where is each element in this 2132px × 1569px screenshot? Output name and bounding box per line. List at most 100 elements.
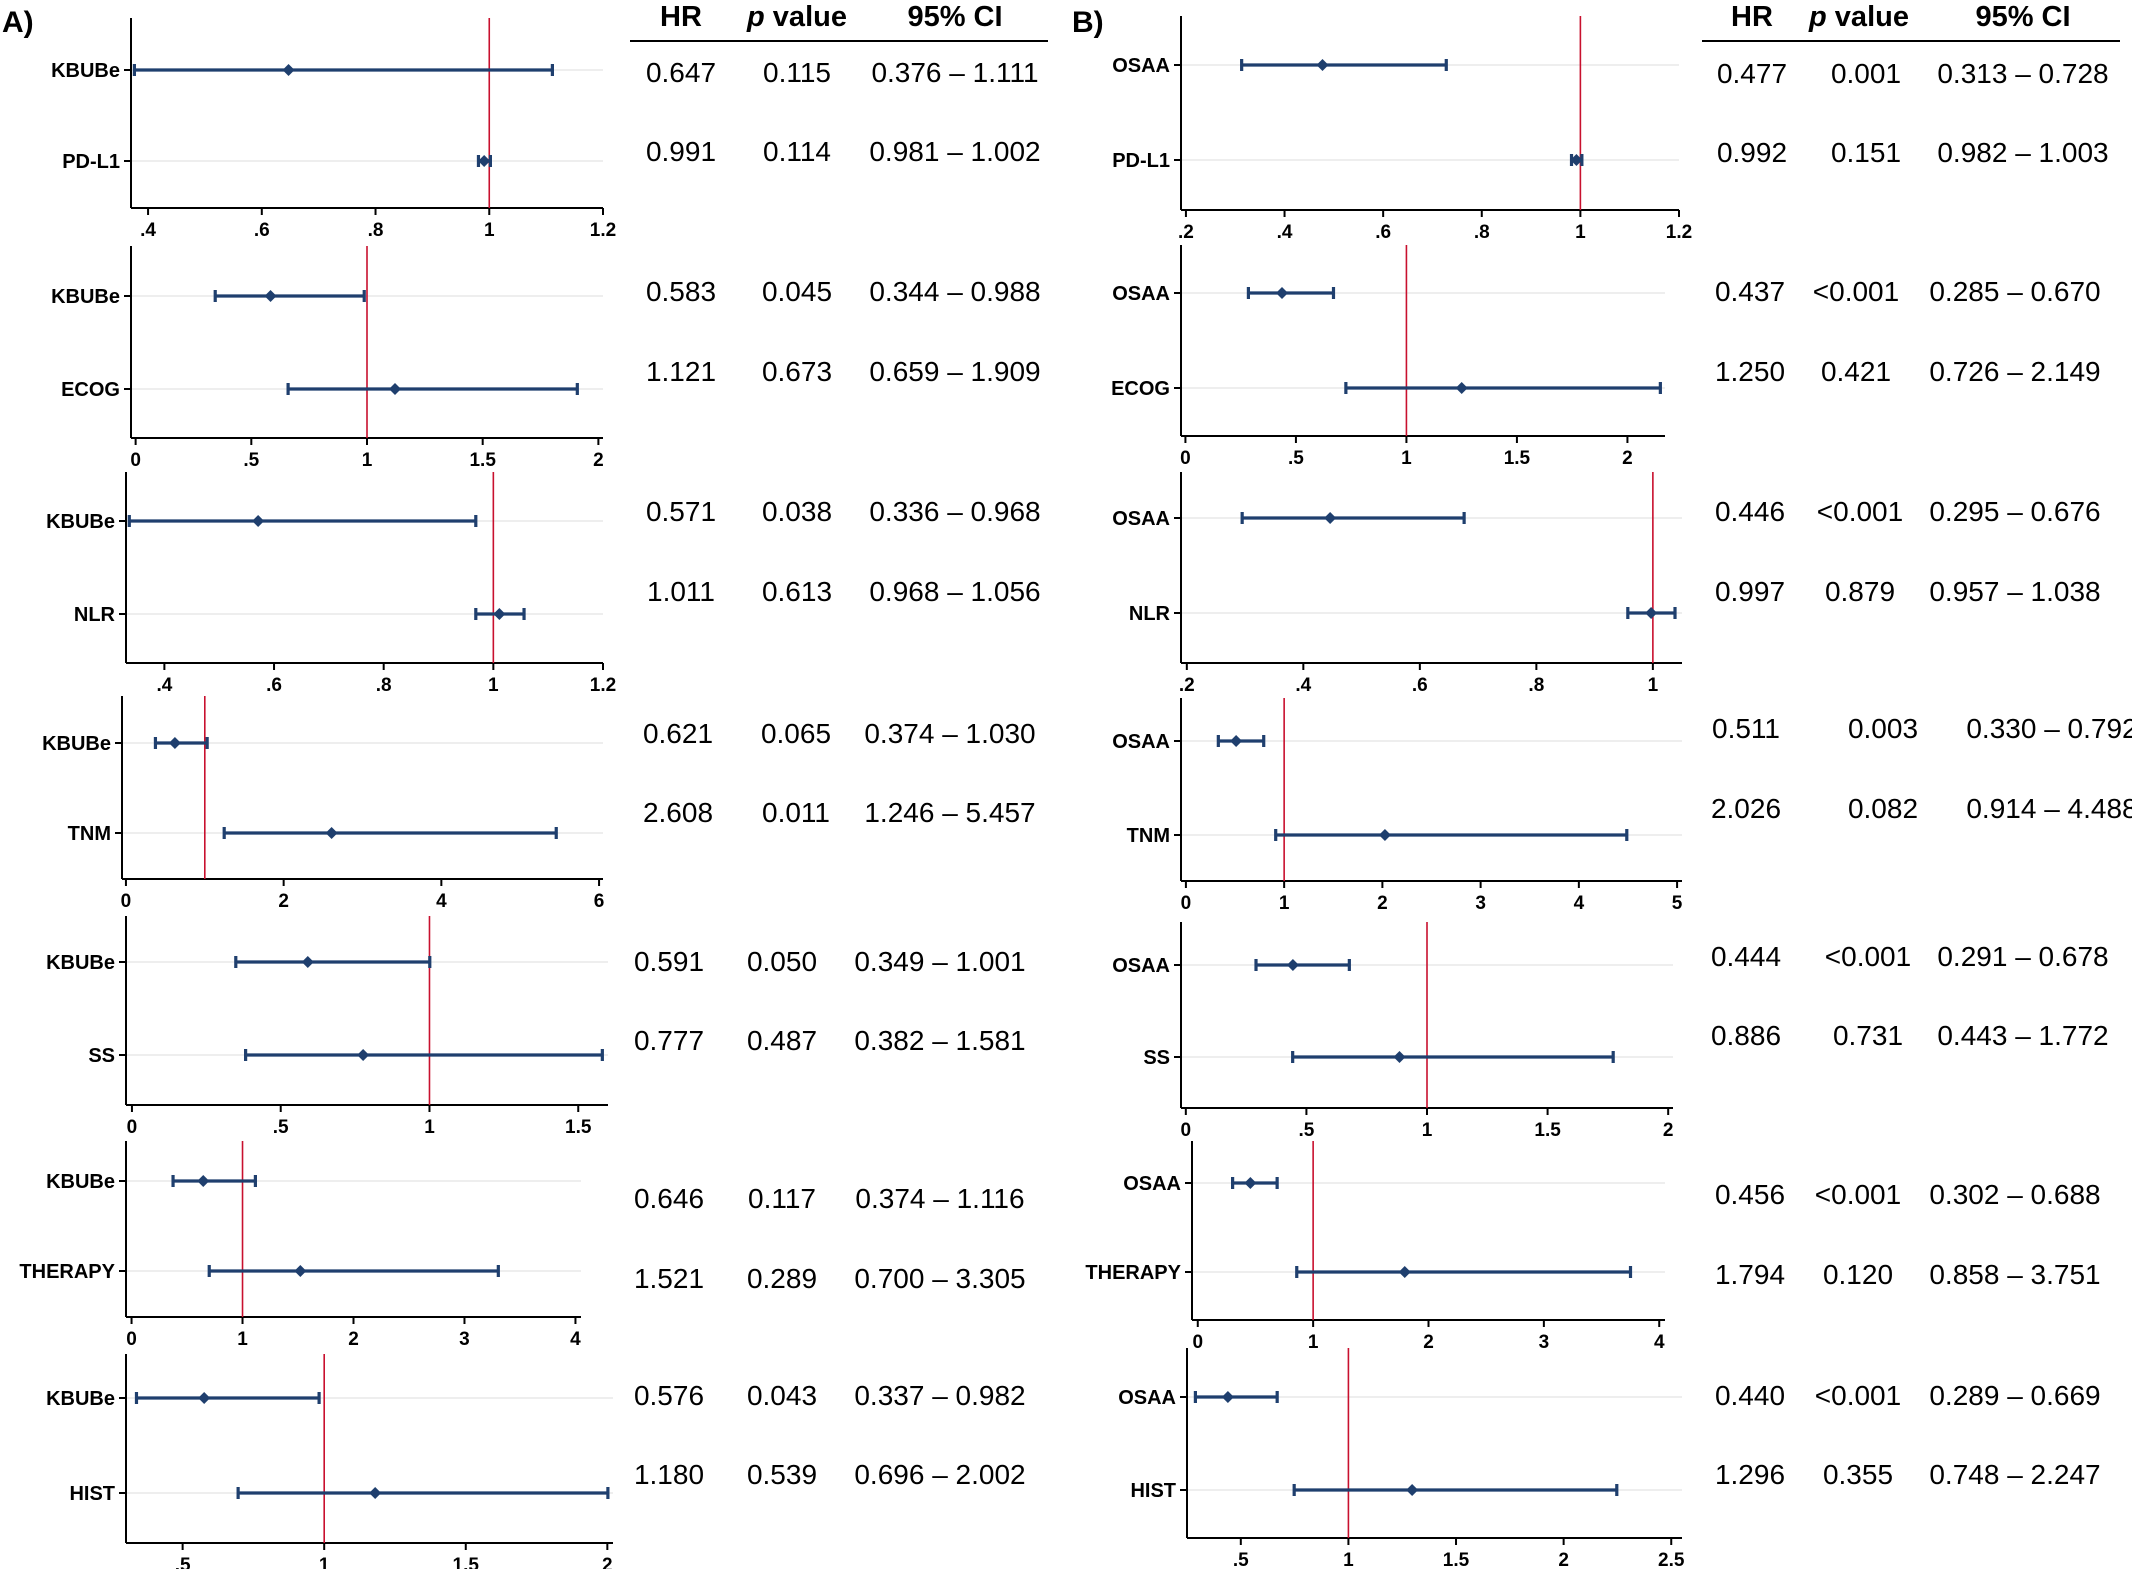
ci-text: 0.291 – 0.678 bbox=[1937, 941, 2108, 972]
hr-value: 0.576 bbox=[634, 1380, 704, 1411]
hr-value: 0.591 bbox=[634, 946, 704, 977]
y-row-label: OSAA bbox=[1123, 1173, 1181, 1195]
x-tick-label: .8 bbox=[376, 675, 392, 696]
p-value: 0.151 bbox=[1831, 137, 1901, 168]
x-tick-label: .4 bbox=[1295, 675, 1311, 696]
x-tick-label: 2 bbox=[278, 891, 289, 912]
hr-value: 0.440 bbox=[1715, 1380, 1785, 1411]
hr-value: 2.026 bbox=[1711, 793, 1781, 824]
header-hr-b: HR bbox=[1731, 1, 1773, 33]
ci-text: 0.344 – 0.988 bbox=[869, 276, 1040, 307]
y-row-label: OSAA bbox=[1112, 55, 1170, 77]
x-tick-label: 2.5 bbox=[1658, 1550, 1685, 1569]
x-tick-label: 2 bbox=[602, 1555, 613, 1569]
x-tick-label: 1.2 bbox=[1666, 222, 1692, 243]
y-row-label: OSAA bbox=[1112, 955, 1170, 977]
ci-text: 0.748 – 2.247 bbox=[1929, 1459, 2100, 1490]
p-value: 0.114 bbox=[763, 136, 831, 167]
x-tick-label: 0 bbox=[1180, 448, 1191, 469]
ci-text: 0.374 – 1.116 bbox=[855, 1183, 1024, 1214]
p-value: 0.065 bbox=[761, 718, 831, 749]
ci-text: 0.337 – 0.982 bbox=[854, 1380, 1025, 1411]
ci-text: 0.981 – 1.002 bbox=[869, 136, 1040, 167]
hr-value: 0.477 bbox=[1717, 58, 1787, 89]
panel-label-a: A) bbox=[2, 6, 34, 39]
ci-text: 0.982 – 1.003 bbox=[1937, 137, 2108, 168]
hr-value: 1.250 bbox=[1715, 356, 1785, 387]
header-p-rest: value bbox=[765, 1, 847, 33]
hr-point-marker bbox=[252, 515, 265, 527]
x-tick-label: .6 bbox=[254, 220, 270, 241]
p-value: 0.120 bbox=[1823, 1259, 1893, 1290]
hr-value: 1.296 bbox=[1715, 1459, 1785, 1490]
x-tick-label: .5 bbox=[243, 450, 259, 471]
hr-point-marker bbox=[197, 1175, 210, 1187]
x-tick-label: 1.5 bbox=[565, 1117, 592, 1138]
p-value: <0.001 bbox=[1825, 941, 1911, 972]
y-row-label: THERAPY bbox=[19, 1261, 115, 1283]
x-tick-label: 1 bbox=[484, 220, 495, 241]
x-tick-label: 1.5 bbox=[453, 1555, 480, 1569]
x-tick-label: .2 bbox=[1178, 222, 1194, 243]
p-value: <0.001 bbox=[1817, 496, 1903, 527]
x-tick-label: 1 bbox=[1648, 675, 1659, 696]
hr-point-marker bbox=[301, 956, 314, 968]
x-tick-label: 6 bbox=[594, 891, 605, 912]
p-value: 0.673 bbox=[762, 356, 832, 387]
y-row-label: SS bbox=[1143, 1047, 1170, 1069]
hr-value: 1.121 bbox=[646, 356, 716, 387]
hr-value: 1.011 bbox=[647, 576, 715, 607]
hr-value: 0.777 bbox=[634, 1025, 704, 1056]
x-tick-label: 4 bbox=[1574, 893, 1585, 914]
x-tick-label: 2 bbox=[1558, 1550, 1569, 1569]
hr-value: 0.646 bbox=[634, 1183, 704, 1214]
hr-point-marker bbox=[1286, 959, 1299, 971]
y-row-label: OSAA bbox=[1112, 731, 1170, 753]
ci-text: 0.349 – 1.001 bbox=[854, 946, 1025, 977]
x-tick-label: 1 bbox=[1401, 448, 1412, 469]
x-tick-label: 0 bbox=[121, 891, 132, 912]
hr-point-marker bbox=[264, 290, 277, 302]
y-row-label: KBUBe bbox=[51, 60, 120, 82]
hr-value: 0.571 bbox=[646, 496, 716, 527]
hr-point-marker bbox=[1221, 1391, 1234, 1403]
hr-point-marker bbox=[1406, 1484, 1419, 1496]
x-tick-label: 1.2 bbox=[590, 220, 616, 241]
p-value: 0.879 bbox=[1825, 576, 1895, 607]
p-value: 0.539 bbox=[747, 1459, 817, 1490]
x-tick-label: 4 bbox=[570, 1329, 581, 1350]
p-value: 0.421 bbox=[1821, 356, 1891, 387]
header-ci-a: 95% CI bbox=[907, 1, 1002, 33]
y-row-label: ECOG bbox=[61, 379, 120, 401]
y-row-label: NLR bbox=[1129, 603, 1171, 625]
y-row-label: KBUBe bbox=[46, 1388, 115, 1410]
hr-value: 1.180 bbox=[634, 1459, 704, 1490]
y-row-label: PD-L1 bbox=[62, 151, 120, 173]
ci-text: 0.696 – 2.002 bbox=[854, 1459, 1025, 1490]
p-value: 0.613 bbox=[762, 576, 832, 607]
x-tick-label: .8 bbox=[1474, 222, 1490, 243]
x-tick-label: .5 bbox=[1233, 1550, 1249, 1569]
p-value: 0.117 bbox=[748, 1183, 816, 1214]
hr-value: 0.886 bbox=[1711, 1020, 1781, 1051]
x-tick-label: .5 bbox=[1298, 1120, 1314, 1141]
ci-text: 0.313 – 0.728 bbox=[1937, 58, 2108, 89]
ci-text: 0.443 – 1.772 bbox=[1937, 1020, 2108, 1051]
hr-point-marker bbox=[1645, 607, 1658, 619]
x-tick-label: 2 bbox=[1663, 1120, 1674, 1141]
x-tick-label: 1 bbox=[1575, 222, 1586, 243]
x-tick-label: 2 bbox=[1622, 448, 1633, 469]
x-tick-label: 3 bbox=[1539, 1332, 1550, 1353]
x-tick-label: 2 bbox=[348, 1329, 359, 1350]
x-tick-label: 1.5 bbox=[1534, 1120, 1561, 1141]
p-value: 0.115 bbox=[763, 57, 831, 88]
p-value: 0.043 bbox=[747, 1380, 817, 1411]
header-hr-a: HR bbox=[660, 1, 702, 33]
x-tick-label: 4 bbox=[436, 891, 447, 912]
p-value: 0.011 bbox=[762, 797, 830, 828]
ci-text: 0.376 – 1.111 bbox=[871, 57, 1038, 88]
hr-point-marker bbox=[1570, 154, 1583, 166]
hr-point-marker bbox=[1275, 287, 1288, 299]
hr-value: 0.992 bbox=[1717, 137, 1787, 168]
ci-text: 0.957 – 1.038 bbox=[1929, 576, 2100, 607]
